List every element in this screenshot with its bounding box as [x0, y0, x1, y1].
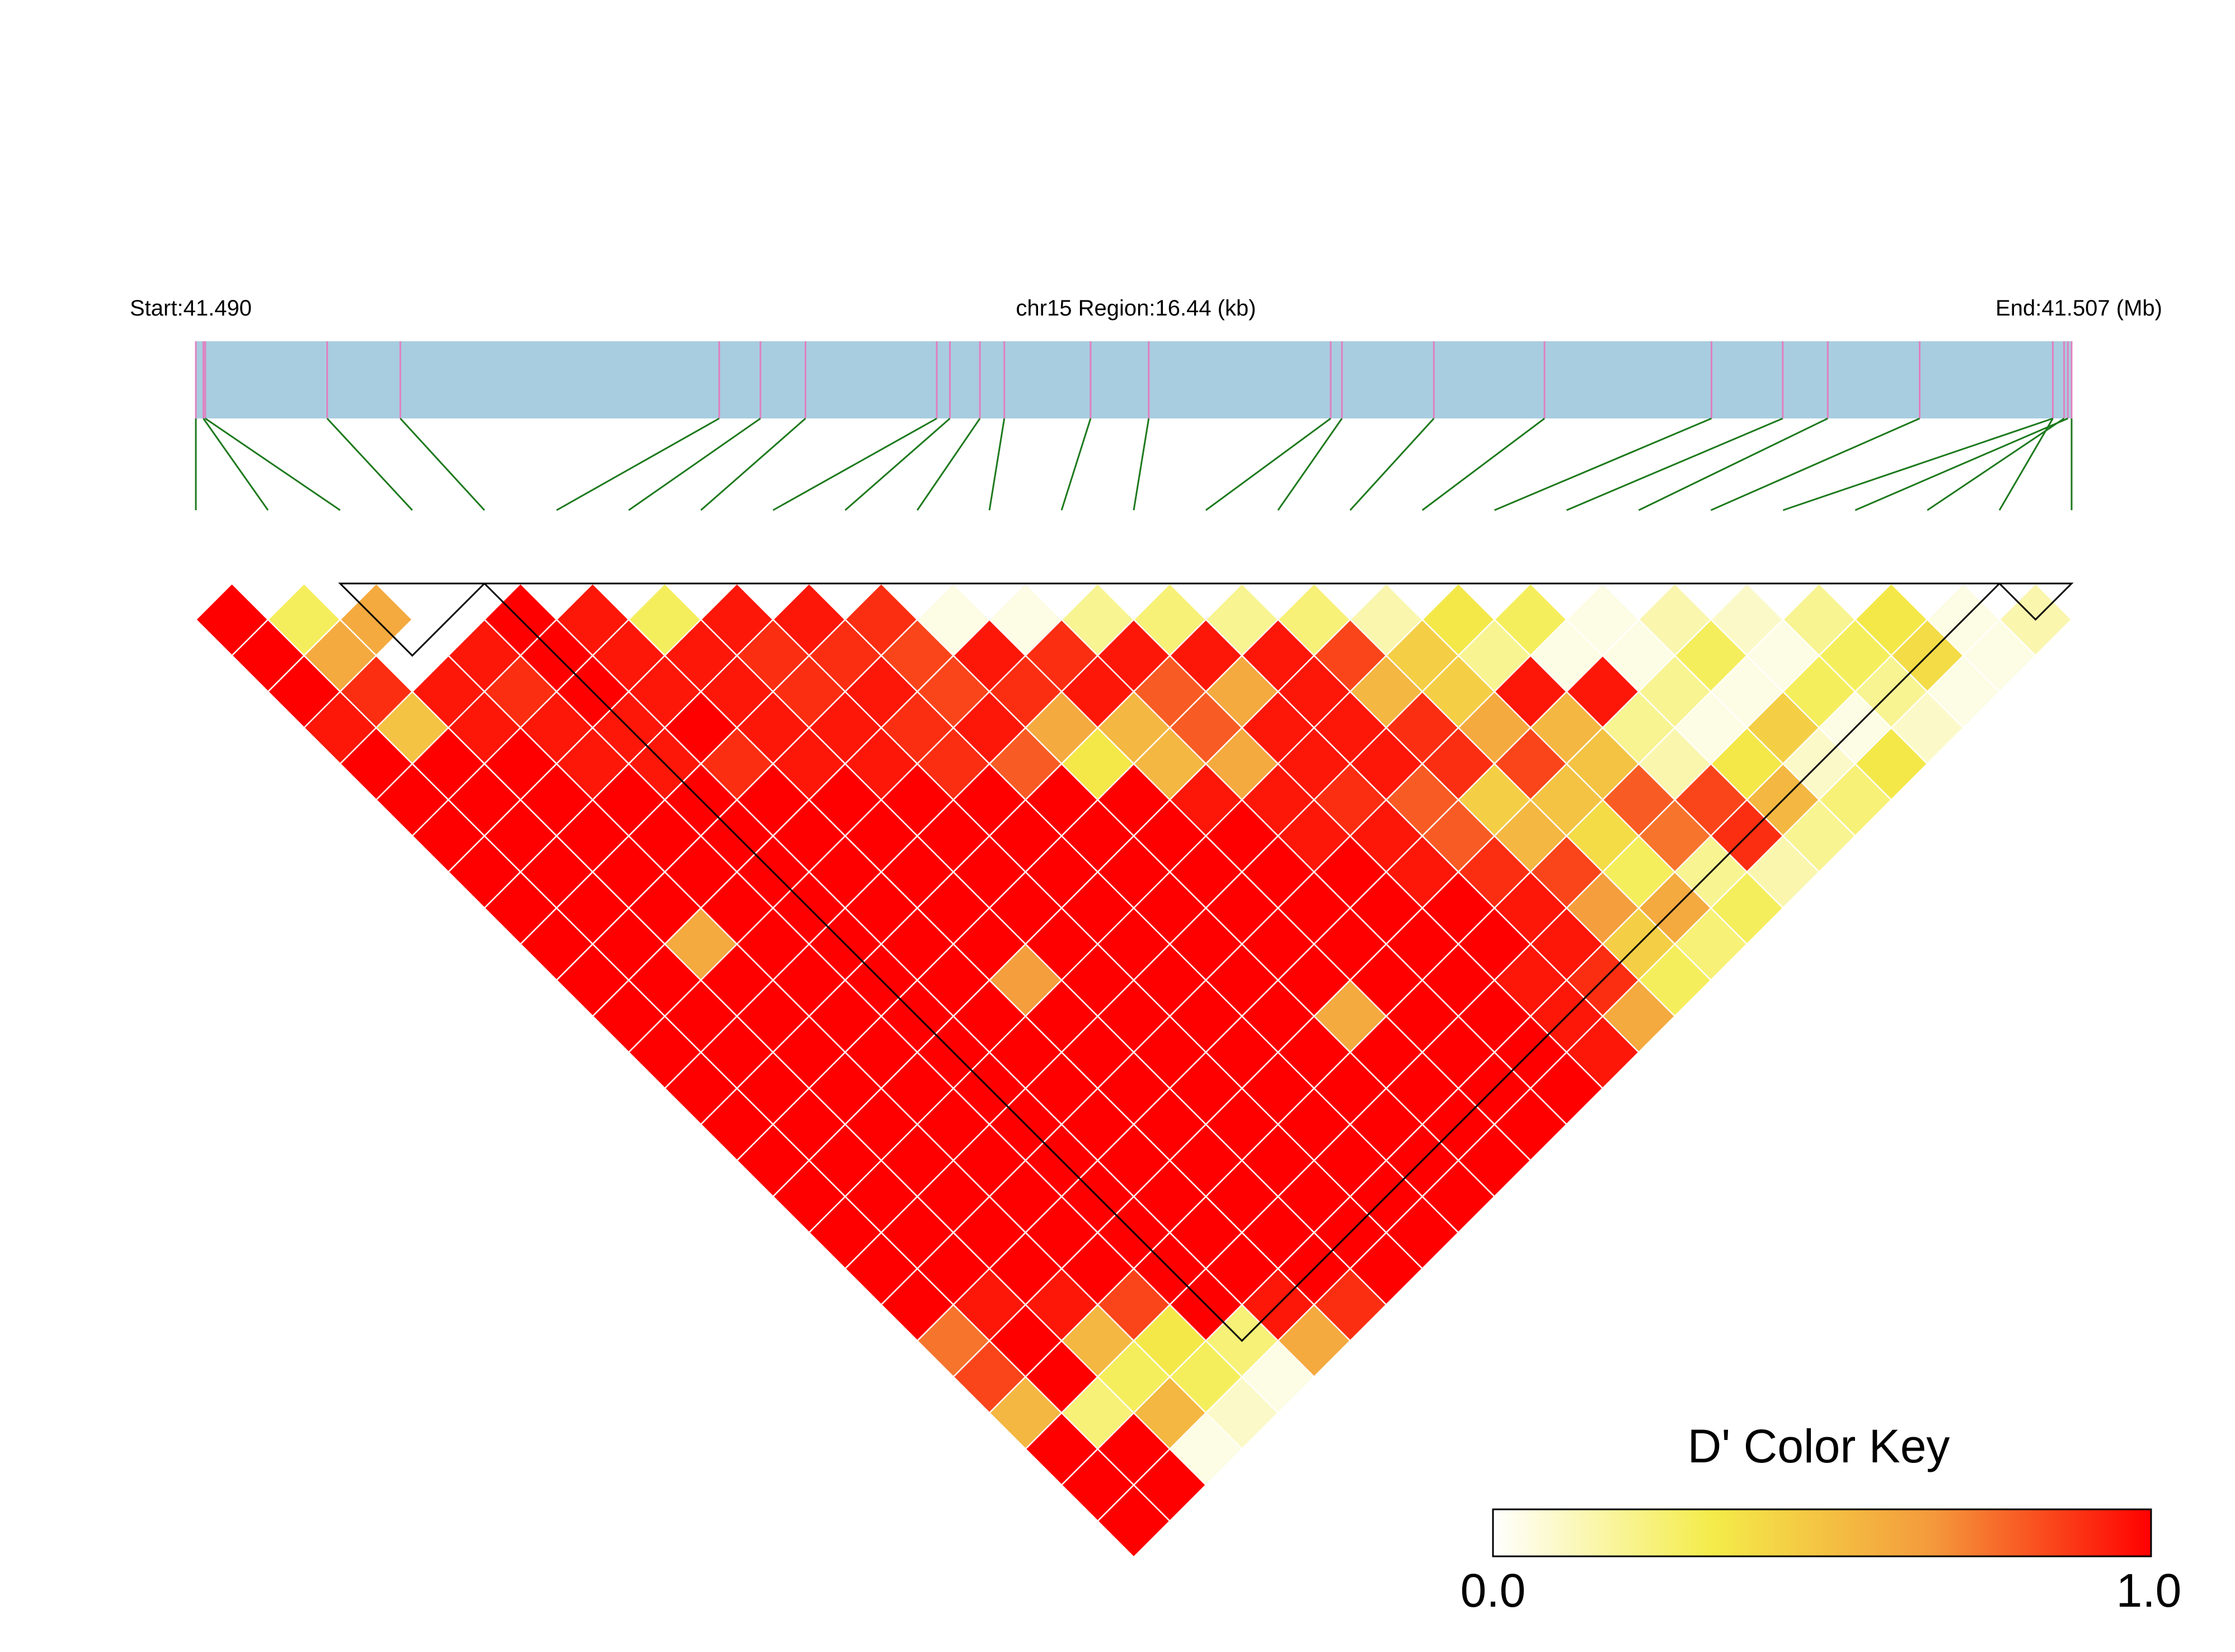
- snp-connector: [204, 417, 341, 511]
- haplotype-block-outlines: [338, 582, 2074, 1342]
- snp-connector: [988, 418, 1006, 511]
- snp-connector: [628, 417, 761, 511]
- region-size-label: chr15 Region:16.44 (kb): [1016, 296, 1256, 321]
- snp-connector: [1421, 417, 1545, 511]
- snp-connector: [1494, 417, 1712, 511]
- snp-connector: [1854, 417, 2068, 511]
- chromosome-region-track: [196, 341, 2072, 418]
- snp-connector: [1998, 418, 2054, 511]
- snp-connector-lines: [195, 417, 2073, 511]
- ld-block-outline: [1997, 582, 2074, 621]
- snp-connector: [203, 418, 269, 511]
- snp-connector: [326, 417, 413, 511]
- snp-connector: [1277, 418, 1343, 511]
- snp-connector: [772, 417, 937, 511]
- color-key-title: D' Color Key: [1688, 1420, 1950, 1472]
- snp-connector: [400, 417, 485, 511]
- region-start-label: Start:41.490: [130, 296, 252, 321]
- color-key-max-label: 1.0: [2116, 1564, 2182, 1617]
- snp-connector: [844, 417, 951, 511]
- snp-connector: [700, 417, 806, 511]
- snp-connector: [1060, 418, 1092, 511]
- snp-connector: [1566, 417, 1783, 511]
- snp-connector: [1710, 417, 1921, 511]
- dprime-cell-grid: [195, 582, 2073, 1559]
- snp-connector: [1782, 417, 2053, 511]
- snp-connector: [1133, 418, 1150, 511]
- snp-connector: [916, 418, 981, 511]
- snp-connector: [556, 417, 720, 511]
- region-end-label: End:41.507 (Mb): [1995, 296, 2162, 321]
- snp-connector: [1927, 417, 2065, 511]
- snp-connector: [1638, 417, 1828, 511]
- dprime-cell: [1096, 1484, 1171, 1559]
- snp-connector: [1205, 417, 1331, 511]
- snp-connector: [1349, 417, 1435, 511]
- color-key-gradient-bar: [1492, 1508, 2152, 1557]
- ld-block-outline: [482, 582, 2002, 1342]
- snp-position-ticks: [195, 341, 2073, 418]
- ld-block-outline: [338, 582, 487, 657]
- color-key-min-label: 0.0: [1461, 1564, 1526, 1617]
